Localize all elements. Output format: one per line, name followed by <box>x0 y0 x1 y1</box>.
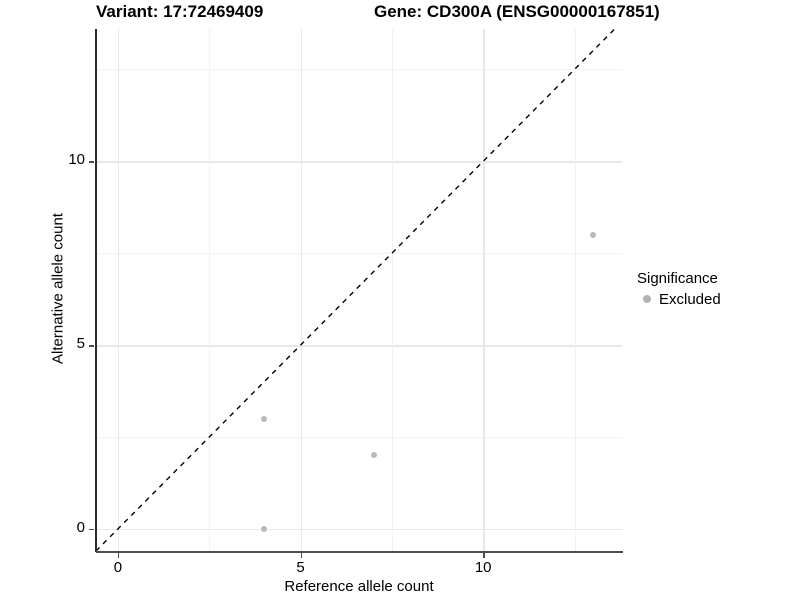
gridline <box>96 253 622 255</box>
y-tick-mark <box>89 345 94 347</box>
scatter-plot-panel <box>96 29 622 551</box>
y-tick-label: 0 <box>76 518 85 536</box>
data-point[interactable] <box>261 525 268 532</box>
data-point[interactable] <box>370 452 377 459</box>
y-tick-label: 5 <box>76 335 85 353</box>
gene-title: Gene: CD300A (ENSG00000167851) <box>374 2 660 21</box>
identity-line <box>96 29 616 551</box>
gridline <box>96 528 622 531</box>
y-tick-mark <box>89 528 94 531</box>
legend-dot-icon <box>643 295 651 303</box>
chart-title-bar: Variant: 17:72469409 Gene: CD300A (ENSG0… <box>0 0 800 28</box>
x-tick-mark <box>300 553 302 558</box>
x-tick-mark <box>483 553 485 558</box>
data-point[interactable] <box>589 231 596 238</box>
legend: Significance Excluded <box>637 270 797 309</box>
legend-entries: Excluded <box>637 289 797 309</box>
y-axis-line <box>95 29 97 552</box>
x-tick-mark <box>117 553 120 558</box>
gridline <box>483 29 485 551</box>
legend-entry-label: Excluded <box>659 290 721 308</box>
legend-entry[interactable]: Excluded <box>637 289 797 309</box>
y-axis-title: Alternative allele count <box>49 213 67 364</box>
gridline <box>96 161 622 163</box>
point-marker-icon <box>637 289 657 309</box>
x-tick-label: 5 <box>296 559 305 576</box>
gridline <box>574 29 576 551</box>
y-tick-label: 10 <box>68 151 85 169</box>
gridline <box>96 69 622 71</box>
x-axis-title: Reference allele count <box>284 578 434 595</box>
gridline <box>391 29 393 551</box>
gridline <box>300 29 302 551</box>
x-axis-line <box>96 551 623 553</box>
legend-title: Significance <box>637 270 718 287</box>
x-tick-label: 0 <box>113 559 123 576</box>
x-tick-label: 10 <box>474 559 492 576</box>
y-tick-mark <box>89 161 94 163</box>
gridline <box>209 29 211 551</box>
gridline <box>96 345 622 347</box>
data-point[interactable] <box>261 415 268 422</box>
gridline <box>96 437 622 439</box>
gridline <box>117 29 120 551</box>
variant-title: Variant: 17:72469409 <box>96 2 264 21</box>
